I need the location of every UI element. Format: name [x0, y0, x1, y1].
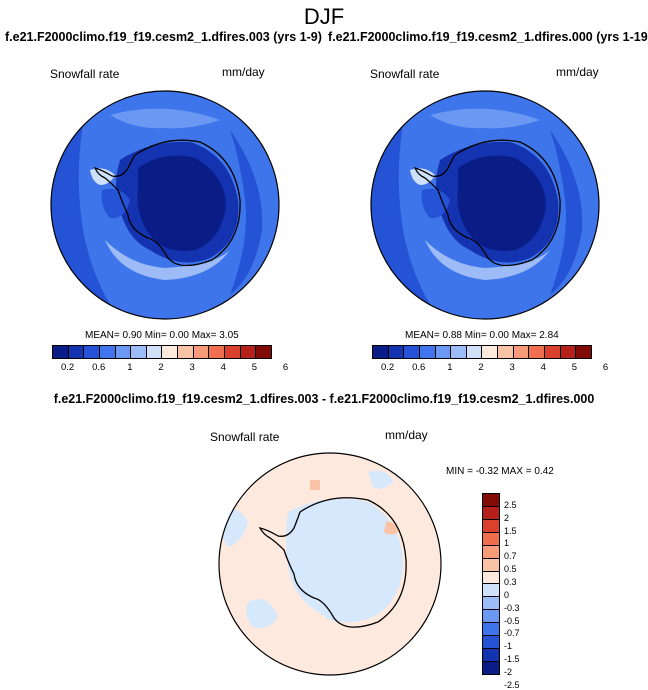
colorbar-1 [52, 345, 272, 359]
colorbar-swatch [483, 623, 499, 637]
colorbar-swatch [483, 610, 499, 624]
colorbar-swatch [388, 346, 405, 358]
panel-1-stats: MEAN= 0.90 Min= 0.00 Max= 3.05 [85, 330, 239, 341]
colorbar-swatch [545, 346, 561, 358]
figure-title: DJF [303, 4, 345, 29]
colorbar-swatch [99, 346, 116, 358]
panel-1-header: f.e21.F2000climo.f19_f19.cesm2_1.dfires.… [5, 30, 322, 44]
colorbar-swatch [193, 346, 210, 358]
colorbar-tick-label: 1 [447, 362, 453, 373]
colorbar-swatch [529, 346, 546, 358]
colorbar-tick-label: 3 [509, 362, 515, 373]
colorbar-swatch [373, 346, 389, 358]
panel-1-variable: Snowfall rate [50, 67, 120, 81]
colorbar-tick-label: -1 [504, 641, 513, 652]
colorbar-tick-label: 3 [189, 362, 195, 373]
panel-2-units: mm/day [556, 65, 599, 79]
colorbar-tick-label: -0.7 [504, 628, 520, 639]
colorbar-tick-label: 0.2 [380, 362, 395, 373]
colorbar-tick-label: 6 [282, 362, 289, 373]
colorbar-swatch [483, 571, 499, 585]
colorbar-swatch [483, 597, 499, 611]
colorbar-tick-label: 0.2 [60, 362, 75, 373]
colorbar-swatch [435, 346, 452, 358]
panel-1-units: mm/day [222, 65, 265, 79]
colorbar-swatch [115, 346, 132, 358]
colorbar-swatch [84, 346, 100, 358]
colorbar-swatch [483, 532, 499, 546]
colorbar-tick-label: 1 [504, 538, 510, 549]
diff-stats: MIN = -0.32 MAX = 0.42 [446, 466, 554, 477]
panel-2-variable: Snowfall rate [370, 67, 440, 81]
colorbar-swatch [483, 506, 499, 520]
colorbar-tick-label: 5 [571, 362, 578, 373]
colorbar-tick-label: 0.3 [504, 577, 517, 587]
colorbar-swatch [240, 346, 257, 358]
diff-units: mm/day [385, 428, 428, 442]
colorbar-swatch [483, 494, 499, 507]
colorbar-swatch [419, 346, 436, 358]
colorbar-2 [372, 345, 592, 359]
colorbar-tick-label: 0 [504, 589, 510, 600]
colorbar-swatch [483, 519, 499, 533]
colorbar-swatch [560, 346, 577, 358]
colorbar-tick-label: 0.6 [412, 362, 426, 373]
colorbar-swatch [225, 346, 241, 358]
panel-2-header: f.e21.F2000climo.f19_f19.cesm2_1.dfires.… [328, 30, 648, 44]
diff-variable: Snowfall rate [210, 430, 280, 444]
colorbar-tick-label: -1.5 [504, 654, 520, 665]
colorbar-swatch [466, 346, 483, 358]
colorbar-tick-label: -0.3 [504, 602, 520, 613]
colorbar-swatch [482, 346, 499, 358]
colorbar-swatch [483, 661, 499, 674]
colorbar-swatch [68, 346, 85, 358]
panel-2-stats: MEAN= 0.88 Min= 0.00 Max= 2.84 [405, 330, 559, 341]
colorbar-swatch [483, 558, 499, 572]
polar-map-diff [218, 452, 442, 676]
colorbar-tick-label: 2 [478, 362, 484, 373]
colorbar-tick-label: 0.6 [92, 362, 106, 373]
colorbar-swatch [162, 346, 179, 358]
colorbar-swatch [513, 346, 530, 358]
colorbar-swatch [483, 649, 499, 662]
colorbar-tick-label: 1.5 [504, 525, 517, 536]
colorbar-swatch [404, 346, 420, 358]
polar-map-2 [370, 90, 600, 320]
colorbar-tick-label: -2 [504, 667, 513, 677]
colorbar-tick-label: 2 [158, 362, 164, 373]
polar-map-1 [50, 90, 280, 320]
colorbar-swatch [209, 346, 226, 358]
colorbar-tick-label: 0.5 [504, 564, 517, 575]
colorbar-swatch [131, 346, 147, 358]
colorbar-tick-label: 4 [220, 362, 226, 373]
colorbar-swatch [483, 636, 499, 650]
colorbar-swatch [256, 346, 271, 358]
colorbar-tick-label: 4 [540, 362, 546, 373]
colorbar-tick-label: 5 [251, 362, 258, 373]
colorbar-swatch [178, 346, 194, 358]
colorbar-tick-label: -0.5 [504, 615, 520, 626]
colorbar-swatch [53, 346, 69, 358]
colorbar-tick-label: 1 [127, 362, 133, 373]
colorbar-tick-label: 2 [504, 512, 510, 523]
colorbar-swatch [483, 584, 499, 598]
diff-title: f.e21.F2000climo.f19_f19.cesm2_1.dfires.… [53, 392, 595, 406]
colorbar-swatch [498, 346, 514, 358]
colorbar-tick-label: 2.5 [504, 499, 517, 510]
colorbar-swatch [451, 346, 467, 358]
colorbar-swatch [146, 346, 163, 358]
colorbar-swatch [483, 545, 499, 559]
colorbar-tick-label: -2.5 [504, 679, 520, 690]
colorbar-swatch [576, 346, 591, 358]
diff-colorbar [482, 493, 500, 675]
colorbar-tick-label: 0.7 [504, 551, 517, 562]
colorbar-tick-label: 6 [602, 362, 609, 373]
